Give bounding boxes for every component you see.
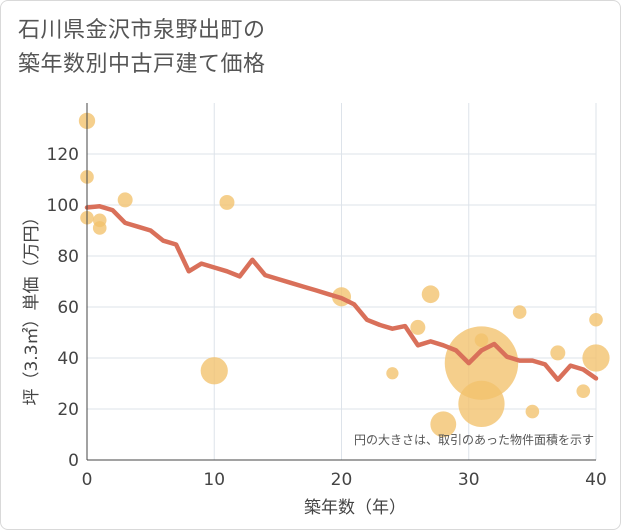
- bubble-point-11: [421, 285, 440, 304]
- bubble-point-18: [550, 345, 566, 361]
- size-legend-note: 円の大きさは、取引のあった物件面積を示す: [354, 432, 594, 447]
- chart-title-line-1: 石川県金沢市泉野出町の: [18, 18, 266, 43]
- y-tick-label-60: 60: [57, 298, 79, 318]
- grid-lines: [87, 103, 597, 460]
- bubble-point-15: [474, 333, 489, 347]
- chart-title: 石川県金沢市泉野出町の 築年数別中古戸建て価格: [18, 14, 266, 82]
- bubble-point-6: [200, 357, 228, 385]
- bubble-point-17: [525, 404, 540, 419]
- bubble-point-10: [410, 319, 426, 335]
- y-tick-label-80: 80: [57, 247, 79, 267]
- bubble-point-20: [589, 312, 603, 327]
- bubble-point-7: [219, 194, 235, 210]
- x-tick-label-10: 10: [203, 470, 225, 490]
- bubble-point-13: [444, 326, 519, 400]
- bubble-point-9: [386, 367, 399, 380]
- x-tick-label-40: 40: [585, 470, 607, 490]
- bubble-point-14: [458, 380, 505, 428]
- y-tick-label-40: 40: [57, 349, 79, 369]
- x-tick-label-20: 20: [331, 470, 353, 490]
- axes: [86, 103, 596, 461]
- y-tick-label-120: 120: [47, 145, 79, 165]
- bubble-series: [78, 112, 610, 438]
- bubble-point-4: [92, 221, 107, 235]
- chart-title-line-2: 築年数別中古戸建て価格: [18, 52, 266, 77]
- x-axis-title: 築年数（年）: [304, 498, 406, 518]
- bubble-point-16: [512, 305, 527, 319]
- y-tick-label-0: 0: [68, 451, 79, 471]
- x-tick-label-30: 30: [458, 470, 480, 490]
- bubble-point-19: [576, 384, 591, 398]
- bubble-point-21: [582, 344, 610, 372]
- y-tick-label-20: 20: [57, 400, 79, 420]
- y-tick-label-100: 100: [47, 196, 79, 216]
- x-tick-label-0: 0: [82, 470, 93, 490]
- bubble-point-5: [117, 192, 133, 208]
- y-axis-title: 坪（3.3㎡）単価（万円）: [22, 208, 42, 405]
- tick-labels: 0 20 40 60 80 100 120 0 10 20 30 40: [47, 145, 607, 490]
- trend-line-series: [84, 204, 599, 382]
- bubble-point-12: [430, 411, 457, 438]
- trend-line: [84, 204, 599, 382]
